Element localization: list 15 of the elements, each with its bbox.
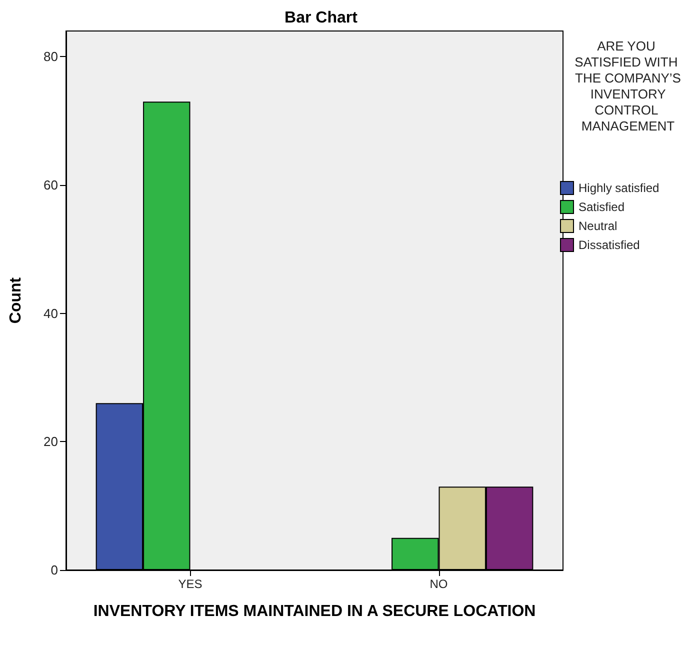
legend-label: Neutral: [578, 219, 618, 233]
legend-label: Satisfied: [578, 200, 625, 214]
y-tick-label: 40: [44, 306, 58, 321]
x-tick-label: YES: [178, 577, 202, 591]
chart-title: Bar Chart: [284, 10, 358, 26]
legend-label: Dissatisfied: [578, 238, 640, 252]
y-tick-label: 80: [44, 49, 58, 64]
y-tick-label: 20: [44, 434, 58, 450]
y-axis-title: Count: [8, 276, 24, 324]
x-axis-title: INVENTORY ITEMS MAINTAINED IN A SECURE LOCATION: [93, 603, 536, 620]
y-tick-label: 0: [50, 562, 58, 578]
legend-title: ARE YOU SATISFIED WITH THE COMPANY’S INVENTORY CONTROL MANAGEMENT: [574, 38, 682, 134]
y-tick-label: 60: [44, 178, 58, 192]
x-tick-label: NO: [430, 577, 448, 591]
legend-label: Highly satisfied: [578, 181, 660, 195]
